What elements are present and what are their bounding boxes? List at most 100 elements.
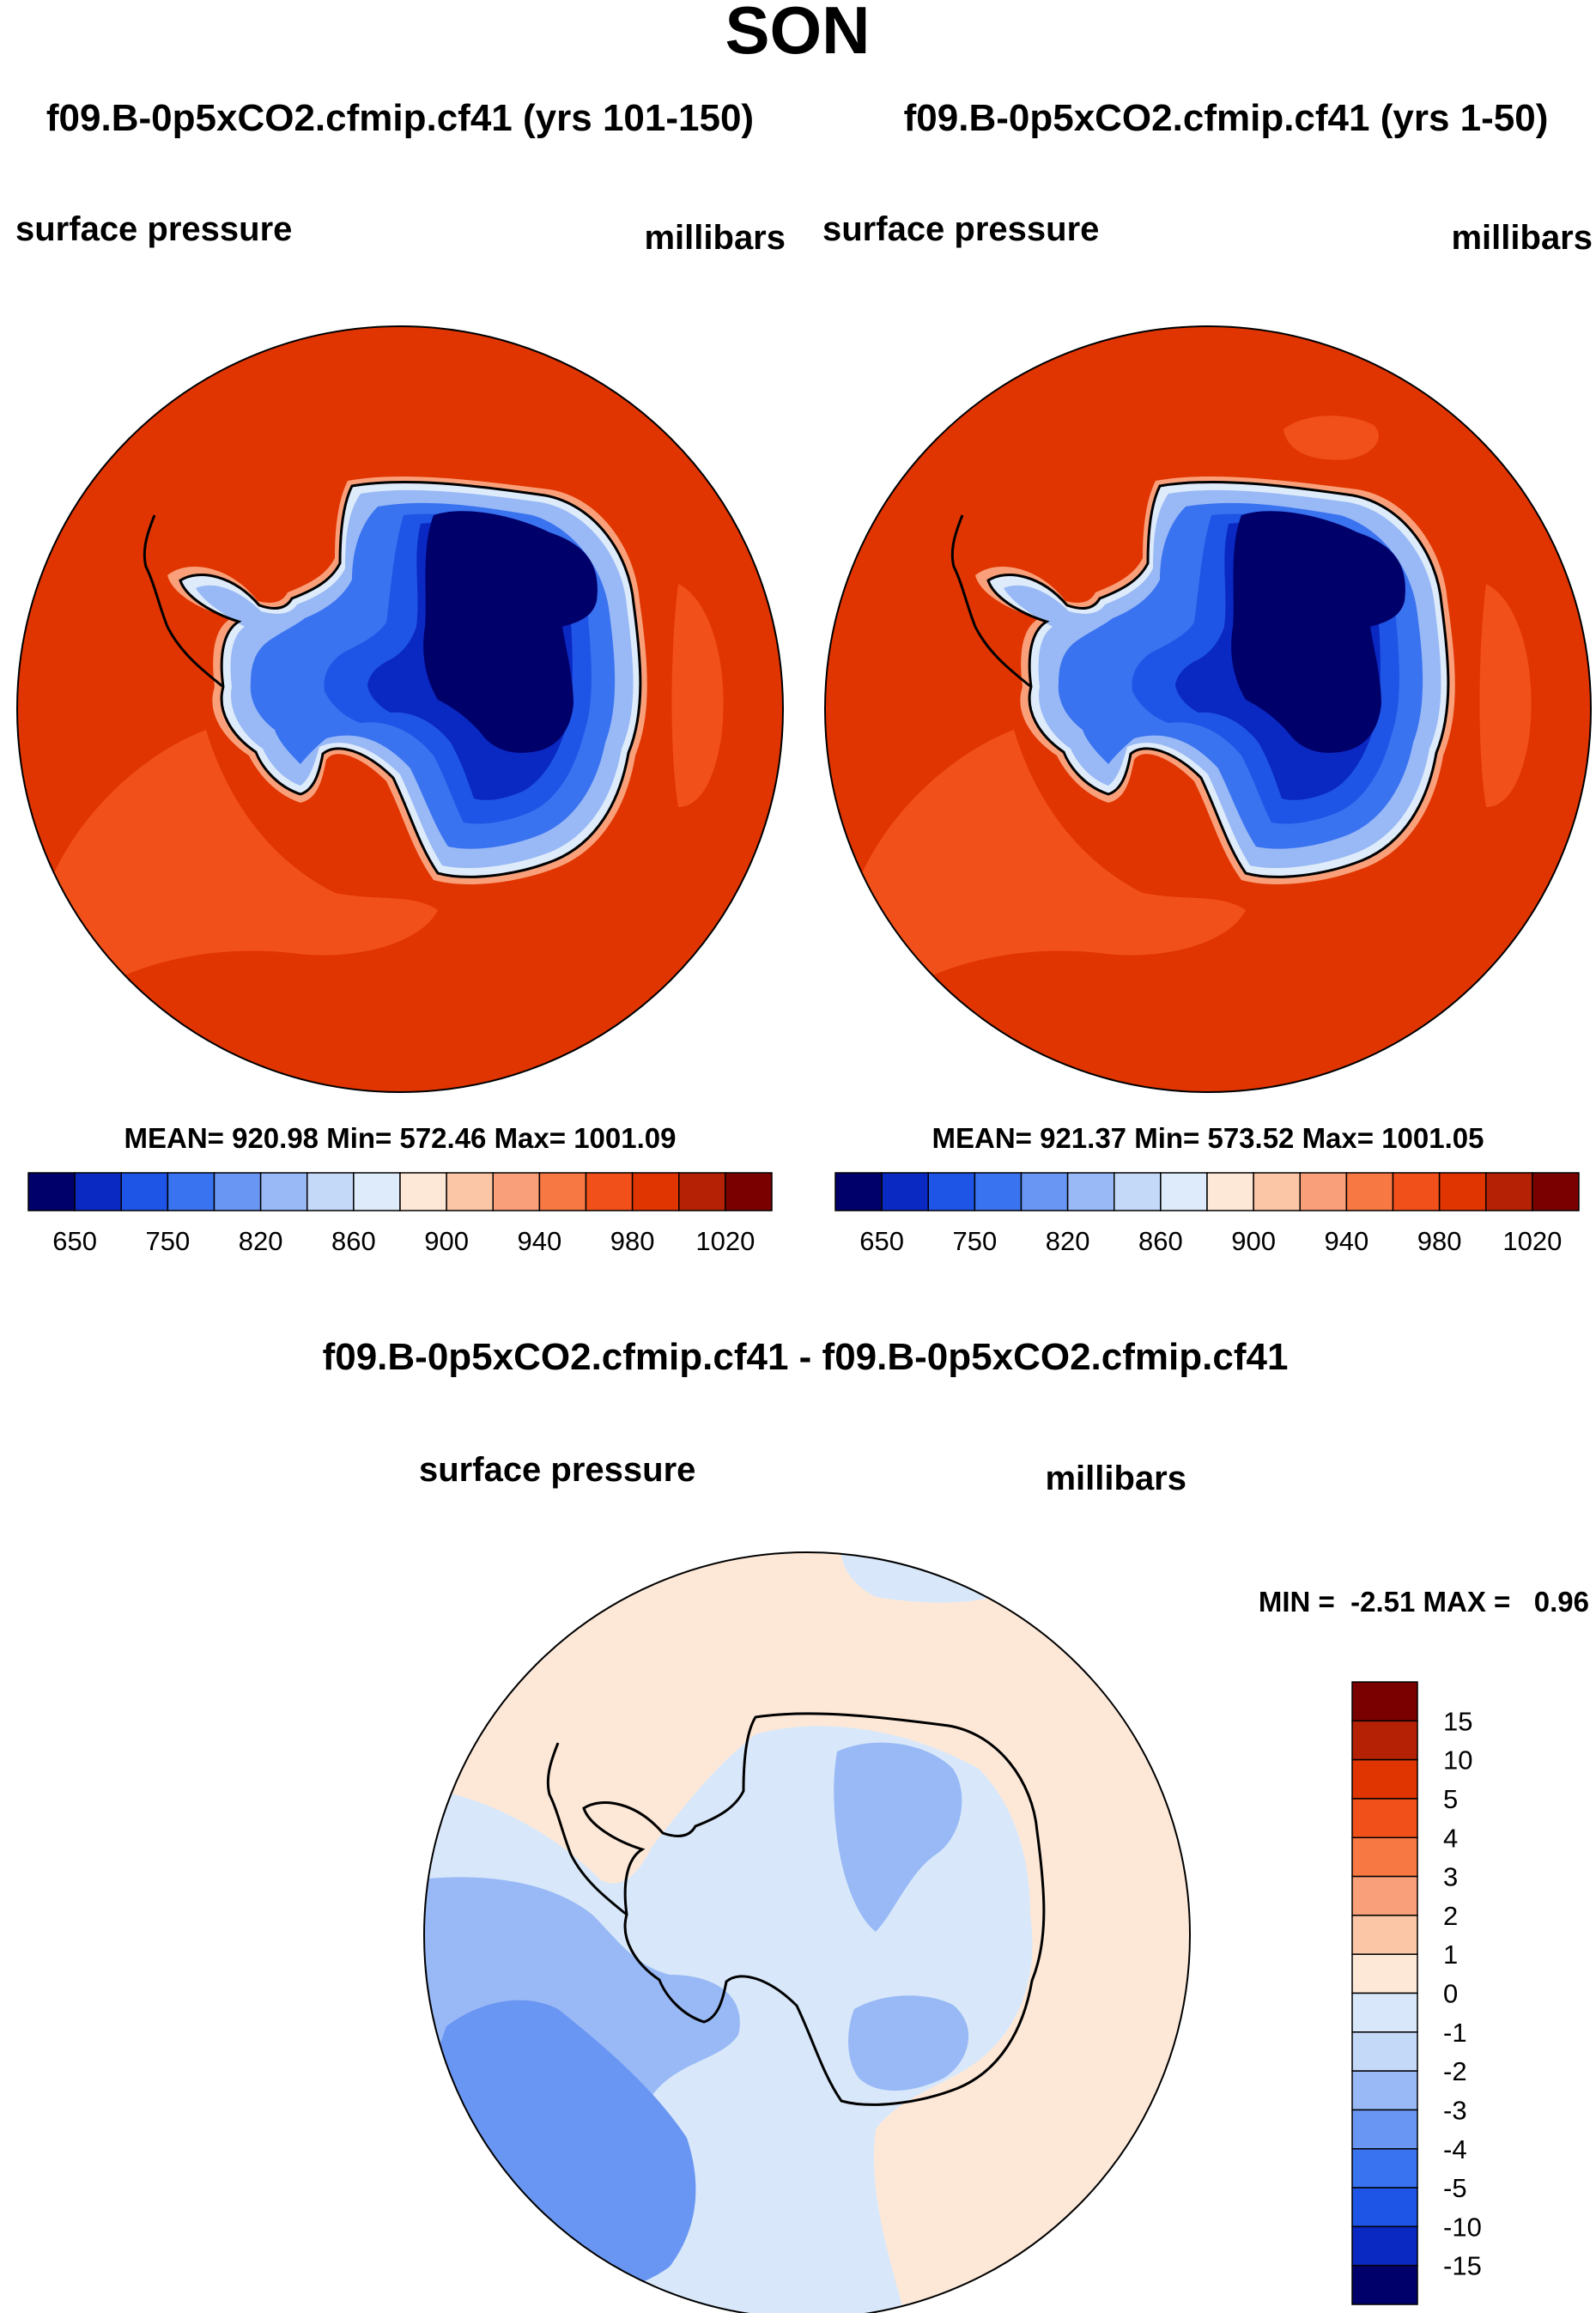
- left-colorbar-box: [120, 1172, 169, 1211]
- diff-colorbar-box: [1351, 1915, 1418, 1955]
- right-map: [824, 325, 1592, 1093]
- diff-colorbar-box: [1351, 2031, 1418, 2072]
- diff-colorbar-box: [1351, 1758, 1418, 1800]
- right-colorbar-box: [1160, 1172, 1208, 1211]
- right-map-border: [824, 325, 1592, 1093]
- left-colorbar-box: [678, 1172, 726, 1211]
- diff-map-peninsula-outline: [546, 1742, 628, 1916]
- diff-colorbar-tick-label: -1: [1443, 2018, 1467, 2048]
- right-units-label: millibars: [1451, 219, 1593, 257]
- right-colorbar-tick-label: 820: [1046, 1226, 1090, 1256]
- diff-colorbar-tick-label: 10: [1443, 1745, 1472, 1776]
- diff-colorbar-tick-label: -15: [1443, 2251, 1482, 2281]
- diff-colorbar-tick-label: -5: [1443, 2173, 1467, 2203]
- diff-colorbar-tick-label: 2: [1443, 1901, 1458, 1931]
- diff-map-region-minus2-east-top: [834, 1742, 962, 1932]
- left-colorbar-tick-label: 940: [518, 1226, 562, 1256]
- left-map-peninsula-outline: [143, 514, 224, 689]
- left-colorbar-box: [27, 1172, 76, 1211]
- left-panel-title: f09.B-0p5xCO2.cfmip.cf41 (yrs 101-150): [46, 97, 754, 139]
- right-colorbar: 650 750 820 860 900 940 980 1020: [834, 1172, 1580, 1256]
- right-colorbar-box: [1485, 1172, 1533, 1211]
- diff-colorbar-tick-label: -4: [1443, 2134, 1467, 2164]
- right-colorbar-tick-label: 940: [1325, 1226, 1369, 1256]
- right-map-peninsula-outline: [950, 514, 1032, 689]
- diff-colorbar-tick-label: -3: [1443, 2095, 1467, 2125]
- left-colorbar-tick-label: 820: [239, 1226, 283, 1256]
- diff-colorbar-box: [1351, 1953, 1418, 1994]
- left-map-ice-650: [423, 511, 598, 753]
- left-map-coastline: [179, 480, 642, 878]
- right-colorbar-tick-label: 1020: [1502, 1226, 1562, 1256]
- right-colorbar-box: [834, 1172, 883, 1211]
- diff-colorbar-tick-label: 3: [1443, 1862, 1458, 1892]
- left-colorbar-box: [167, 1172, 215, 1211]
- diff-map: [423, 1551, 1191, 2313]
- left-colorbar-box: [306, 1172, 355, 1211]
- diff-colorbar-box: [1351, 2225, 1418, 2267]
- diff-colorbar-box: [1351, 1720, 1418, 1761]
- right-colorbar-box: [1532, 1172, 1580, 1211]
- diff-colorbar-box: [1351, 2264, 1418, 2305]
- left-colorbar-tick-label: 980: [610, 1226, 655, 1256]
- left-colorbar-tick-label: 750: [146, 1226, 191, 1256]
- diff-colorbar-box: [1351, 1992, 1418, 2033]
- diff-map-coastline: [582, 1712, 1046, 2106]
- diff-colorbar-box: [1351, 1836, 1418, 1878]
- left-colorbar-box: [213, 1172, 262, 1211]
- right-colorbar-box: [1345, 1172, 1394, 1211]
- diff-units-label: millibars: [1045, 1460, 1186, 1497]
- right-stats: MEAN= 921.37 Min= 573.52 Max= 1001.05: [932, 1122, 1484, 1154]
- diff-colorbar-box: [1351, 2070, 1418, 2111]
- right-map-ocean-980-region-west: [842, 730, 1246, 996]
- diff-colorbar-tick-label: 5: [1443, 1784, 1458, 1814]
- right-variable-label: surface pressure: [822, 210, 1099, 248]
- left-map-ocean-980-region-east: [671, 584, 724, 807]
- left-map-ocean-980-region-west: [34, 730, 438, 996]
- right-colorbar-box: [1066, 1172, 1115, 1211]
- left-colorbar-box: [725, 1172, 773, 1211]
- left-variable-label: surface pressure: [15, 210, 292, 248]
- left-colorbar-tick-label: 650: [52, 1226, 97, 1256]
- right-colorbar-tick-label: 650: [859, 1226, 904, 1256]
- right-map-coastline: [986, 480, 1450, 878]
- diff-variable-label: surface pressure: [419, 1451, 695, 1489]
- diff-colorbar-box: [1351, 1875, 1418, 1916]
- diff-colorbar-tick-label: 1: [1443, 1940, 1458, 1970]
- right-panel-title: f09.B-0p5xCO2.cfmip.cf41 (yrs 1-50): [904, 97, 1549, 139]
- right-map-ice-650: [1231, 511, 1405, 753]
- left-colorbar-tick-label: 900: [424, 1226, 469, 1256]
- difference-title: f09.B-0p5xCO2.cfmip.cf41 - f09.B-0p5xCO2…: [323, 1336, 1289, 1378]
- left-colorbar-box: [74, 1172, 122, 1211]
- diff-colorbar-box: [1351, 1798, 1418, 1838]
- right-colorbar-box: [1392, 1172, 1441, 1211]
- diff-colorbar-tick-label: -10: [1443, 2212, 1482, 2242]
- right-colorbar-box: [1299, 1172, 1348, 1211]
- season-title: SON: [725, 0, 870, 68]
- diff-colorbar-box: [1351, 1681, 1418, 1722]
- diff-colorbar-tick-label: 0: [1443, 1979, 1458, 2009]
- diff-colorbar-box: [1351, 2148, 1418, 2189]
- right-colorbar-box: [1438, 1172, 1487, 1211]
- right-map-ocean-980-region-east: [1479, 584, 1532, 807]
- right-colorbar-box: [1114, 1172, 1162, 1211]
- right-colorbar-tick-label: 860: [1138, 1226, 1183, 1256]
- left-colorbar-box: [446, 1172, 494, 1211]
- left-map-border: [16, 325, 784, 1093]
- left-colorbar-box: [538, 1172, 587, 1211]
- left-colorbar-box: [353, 1172, 401, 1211]
- right-colorbar-box: [881, 1172, 929, 1211]
- diff-colorbar-tick-label: 4: [1443, 1823, 1458, 1853]
- left-colorbar-box: [631, 1172, 680, 1211]
- right-colorbar-tick-label: 900: [1231, 1226, 1276, 1256]
- left-map: [16, 325, 784, 1093]
- right-colorbar-box: [1253, 1172, 1301, 1211]
- diff-colorbar-tick-label: 15: [1443, 1706, 1472, 1736]
- diff-colorbar-box: [1351, 2187, 1418, 2228]
- right-colorbar-box: [927, 1172, 976, 1211]
- diff-map-region-minus2-east-bottom: [848, 1995, 969, 2091]
- left-colorbar-box: [399, 1172, 447, 1211]
- left-colorbar-tick-label: 860: [331, 1226, 376, 1256]
